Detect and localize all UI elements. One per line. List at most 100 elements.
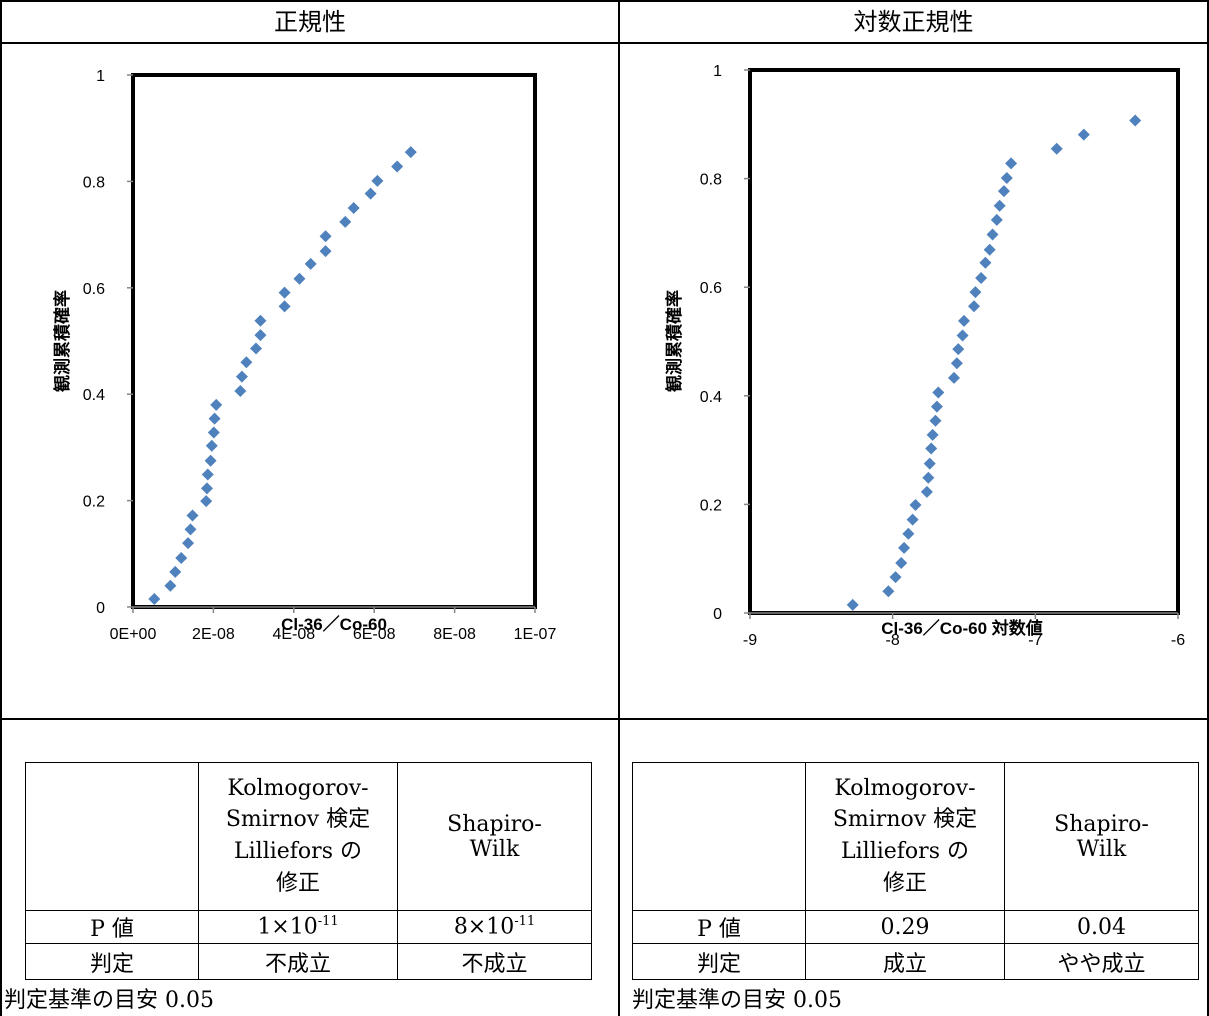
x-axis-label: Cl-36／Co-60: [281, 614, 387, 634]
header-blank-cell: [632, 762, 806, 911]
data-point: [293, 272, 306, 285]
data-point: [926, 428, 939, 441]
criterion-footnote-right: 判定基準の目安 0.05: [632, 988, 842, 1013]
data-point: [952, 343, 965, 356]
table-row: 判定 成立 やや成立: [632, 943, 1199, 980]
y-tick-label: 0: [96, 600, 105, 617]
y-tick-label: 0.2: [83, 494, 105, 511]
data-point: [404, 146, 417, 159]
y-tick-label: 1: [713, 63, 722, 80]
y-tick-label: 0.4: [83, 387, 105, 404]
data-point: [169, 565, 182, 578]
ks-header-line1: Kolmogorov-: [227, 776, 369, 801]
y-tick-label: 0.6: [700, 280, 722, 297]
data-point: [250, 342, 263, 355]
data-point: [234, 385, 247, 398]
data-point: [240, 356, 253, 369]
data-point: [979, 256, 992, 269]
grid-middle-divider: [0, 718, 1209, 720]
p-value-sw: 0.04: [1004, 910, 1199, 944]
data-point: [204, 454, 217, 467]
data-point: [186, 509, 199, 522]
x-tick-label: 2E-08: [192, 626, 235, 643]
data-point: [889, 571, 902, 584]
data-point: [950, 357, 963, 370]
ks-header-line3: Lilliefors の: [234, 839, 362, 864]
x-tick-label: 4E-08: [272, 626, 315, 643]
ks-header-line2: Smirnov 検定: [225, 807, 371, 832]
data-point: [948, 371, 961, 384]
data-point: [1129, 114, 1142, 127]
data-point: [969, 286, 982, 299]
data-point: [967, 300, 980, 313]
panel-heading-normal: 正規性: [274, 8, 346, 36]
data-point: [986, 228, 999, 241]
p-value-sw: 8×10-11: [397, 910, 592, 944]
judgement-sw: やや成立: [1004, 943, 1199, 980]
ks-header-line3: Lilliefors の: [841, 839, 969, 864]
data-point: [304, 257, 317, 270]
ks-header-line4: 修正: [275, 871, 320, 896]
data-point: [148, 593, 161, 606]
data-point: [182, 537, 195, 550]
data-point: [205, 439, 218, 452]
data-point: [347, 202, 360, 214]
data-point: [930, 400, 943, 413]
data-point: [164, 579, 177, 592]
data-point: [278, 300, 291, 313]
plot-area-border: [748, 68, 1180, 615]
sw-header-line2: Wilk: [469, 836, 520, 862]
data-point: [391, 160, 404, 173]
table-row: P 値 0.29 0.04: [632, 910, 1199, 944]
y-tick-label: 0.2: [700, 497, 722, 514]
judgement-sw: 不成立: [397, 943, 592, 980]
p-value-label: P 値: [25, 910, 199, 944]
data-point: [1005, 157, 1018, 170]
x-tick-label: -8: [886, 632, 900, 649]
y-tick-label: 0: [713, 606, 722, 623]
x-tick-label: -6: [1171, 632, 1185, 649]
data-point: [278, 286, 291, 299]
p-value-sw-exponent: -11: [514, 914, 536, 930]
x-tick-label: 0E+00: [110, 626, 157, 643]
y-axis-label: 観測累積確率: [52, 290, 72, 392]
p-value-ks-exponent: -11: [317, 914, 339, 930]
data-point: [923, 457, 936, 470]
grid-center-divider: [618, 0, 620, 1016]
data-point: [846, 598, 859, 611]
data-point: [1077, 128, 1090, 141]
grid-left-border: [0, 0, 2, 1016]
data-point: [210, 398, 223, 411]
data-point: [882, 585, 895, 598]
grid-top-border: [0, 0, 1209, 2]
data-point: [1050, 142, 1063, 155]
header-sw-cell: Shapiro- Wilk: [397, 762, 592, 911]
data-point: [975, 271, 988, 284]
judgement-label: 判定: [25, 943, 199, 980]
data-point: [175, 552, 188, 565]
x-axis-label: Cl-36／Co-60 対数値: [881, 618, 1043, 638]
header-sw-cell: Shapiro- Wilk: [1004, 762, 1199, 911]
data-point: [364, 187, 377, 200]
header-ks-cell: Kolmogorov- Smirnov 検定 Lilliefors の 修正: [198, 762, 398, 911]
data-point: [235, 370, 248, 383]
data-point: [254, 329, 267, 342]
header-blank-cell: [25, 762, 199, 911]
header-ks-cell: Kolmogorov- Smirnov 検定 Lilliefors の 修正: [805, 762, 1005, 911]
data-point: [902, 527, 915, 540]
p-value-ks-base: 1×10: [257, 914, 318, 940]
data-point: [319, 230, 332, 243]
lognormality-test-table: Kolmogorov- Smirnov 検定 Lilliefors の 修正 S…: [632, 762, 1199, 980]
p-value-ks: 1×10-11: [198, 910, 398, 944]
p-value-sw-base: 8×10: [453, 914, 515, 940]
table-header-row: Kolmogorov- Smirnov 検定 Lilliefors の 修正 S…: [632, 762, 1199, 911]
data-point: [319, 245, 332, 258]
y-tick-label: 0.4: [700, 389, 722, 406]
table-header-row: Kolmogorov- Smirnov 検定 Lilliefors の 修正 S…: [25, 762, 592, 911]
data-point: [993, 199, 1006, 212]
ks-header-line4: 修正: [882, 871, 927, 896]
data-point: [254, 314, 267, 327]
data-point: [371, 174, 384, 187]
p-value-label: P 値: [632, 910, 806, 944]
grid-header-divider: [0, 42, 1209, 44]
